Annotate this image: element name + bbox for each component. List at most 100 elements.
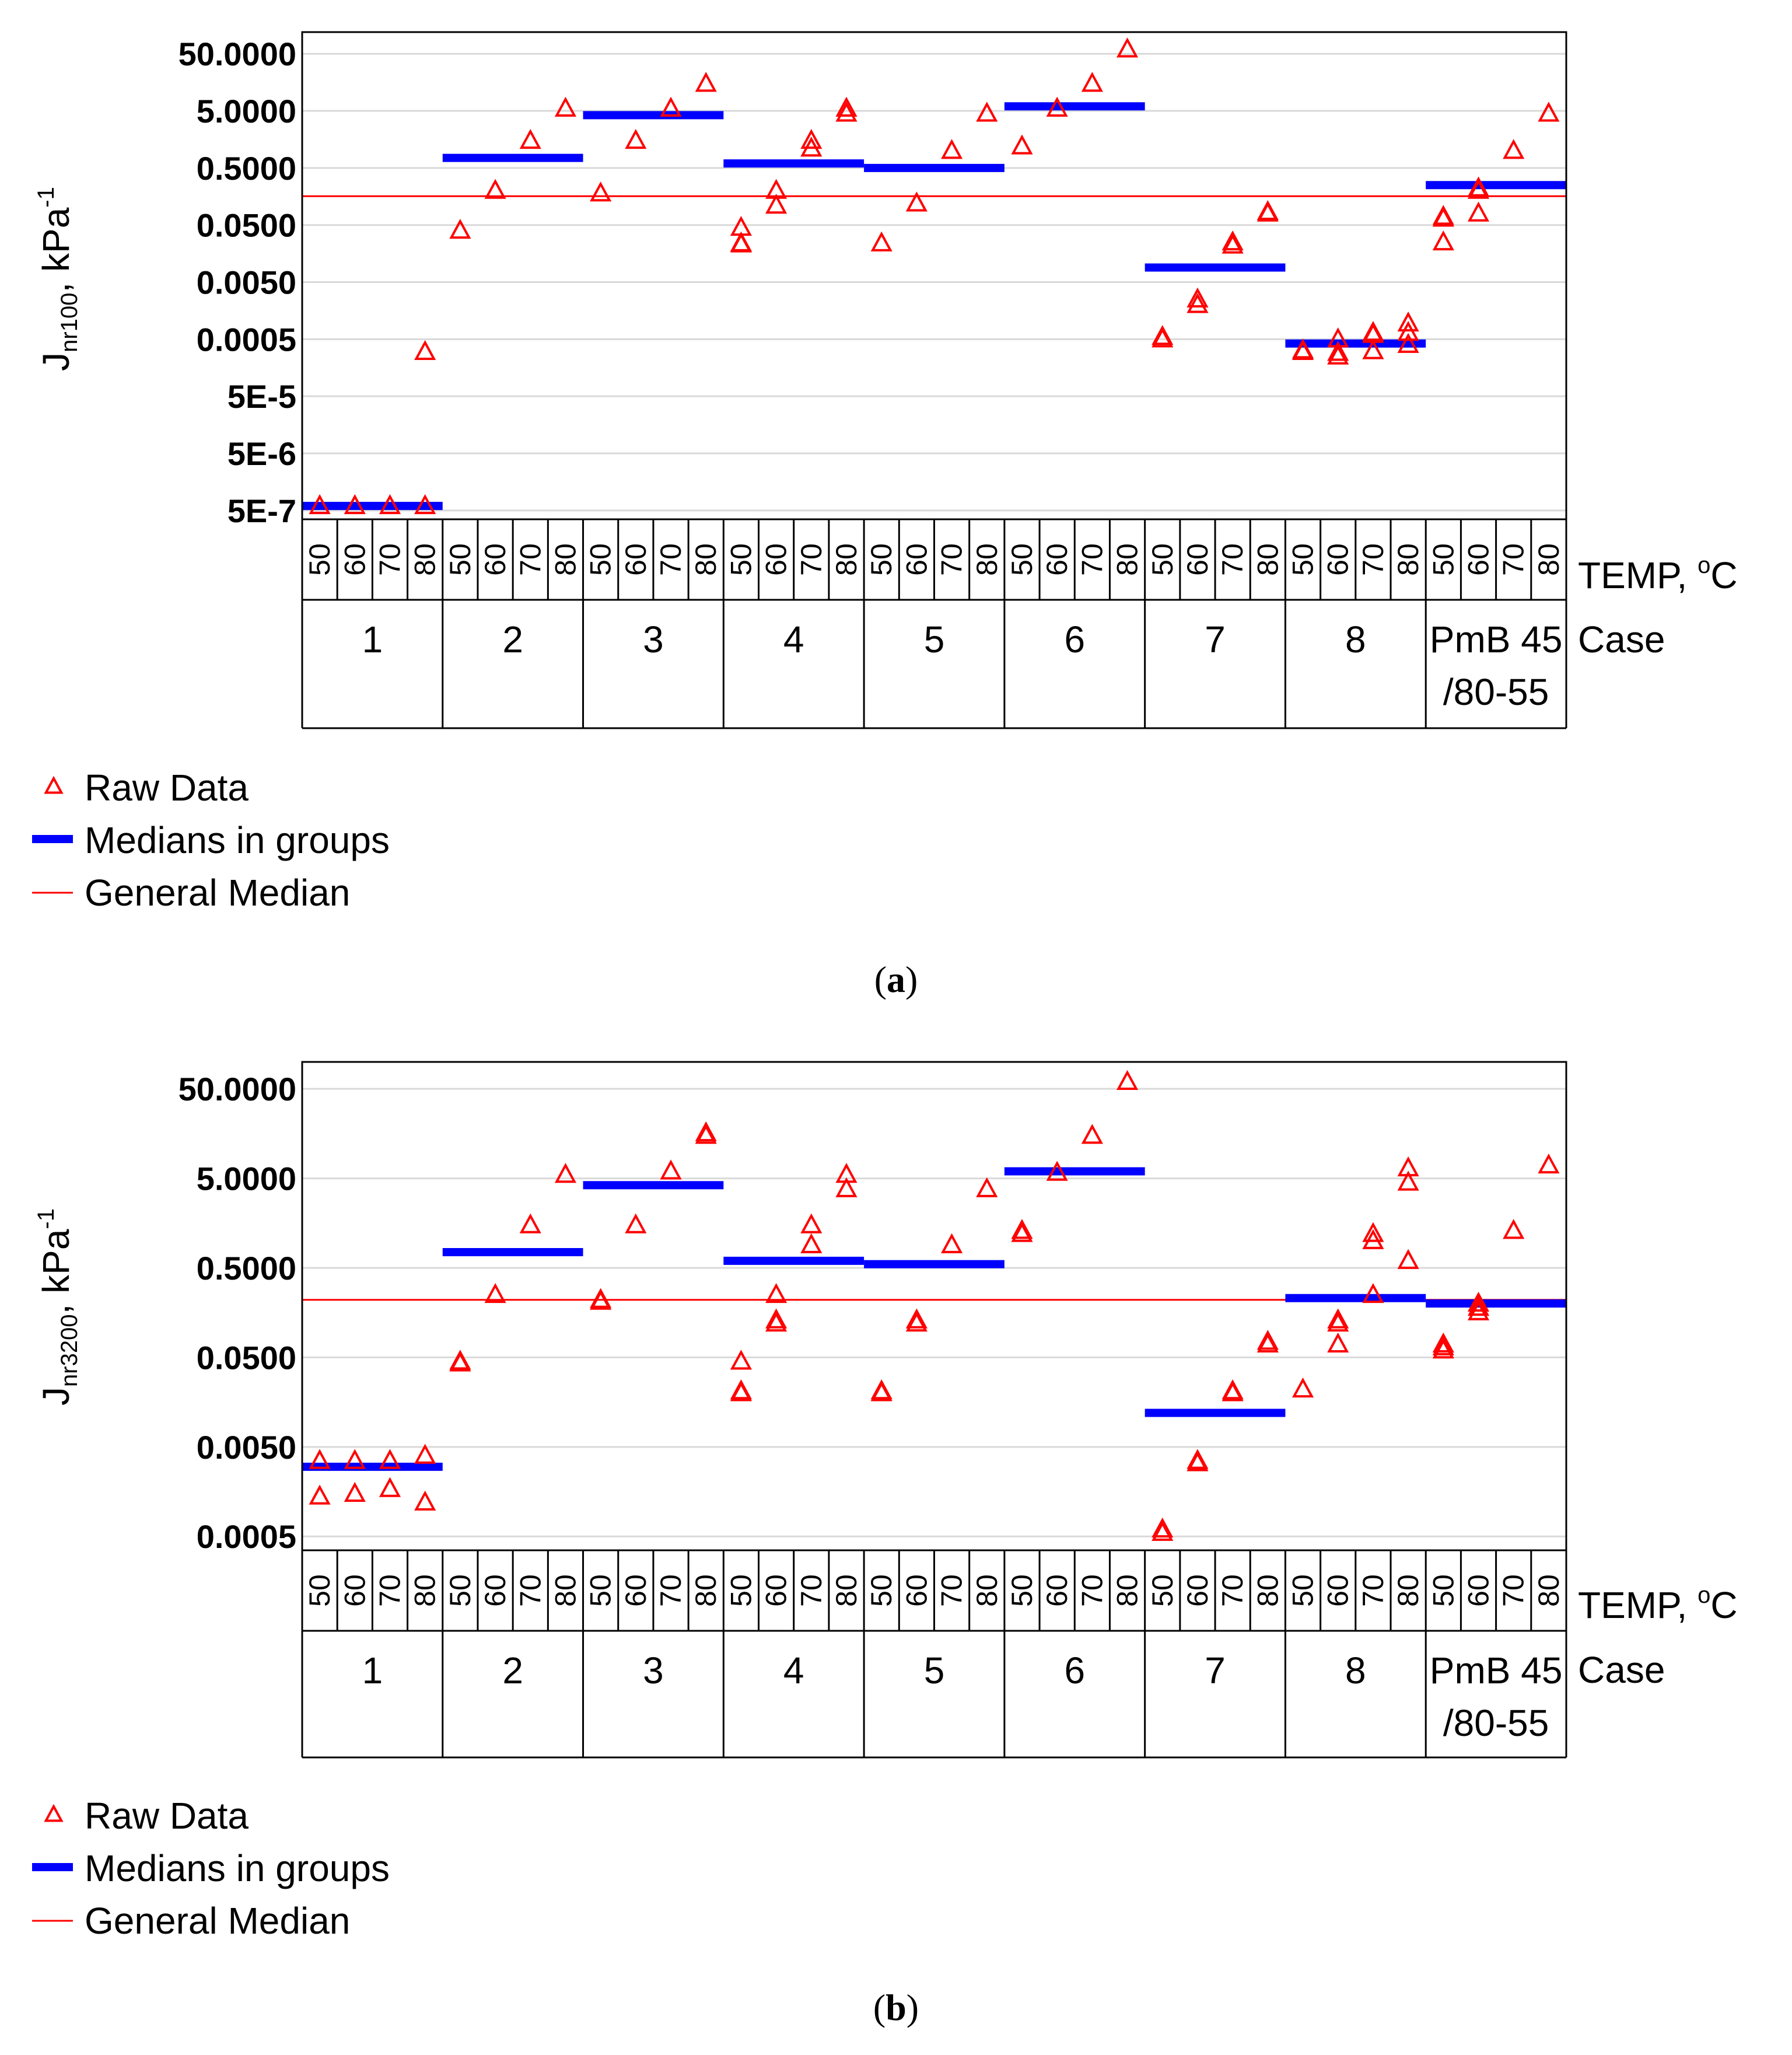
temp-tick-label: 60 (338, 543, 371, 576)
temp-tick-label: 50 (1146, 1574, 1179, 1607)
temp-tick-label: 50 (303, 543, 336, 576)
temp-tick-label: 50 (444, 1574, 477, 1607)
raw-data-point (1397, 321, 1419, 341)
temp-tick-label: 80 (549, 543, 582, 576)
temp-tick-label: 80 (690, 543, 722, 576)
y-tick-label: 0.0005 (197, 1518, 296, 1555)
raw-data-point (1011, 1222, 1033, 1242)
case-label: 2 (502, 618, 523, 660)
raw-data-point (660, 96, 682, 117)
raw-data-point (1256, 200, 1279, 221)
y-tick-label: 0.0050 (197, 1429, 296, 1466)
temp-tick-label: 70 (654, 543, 687, 576)
raw-data-point (590, 1288, 612, 1308)
temp-tick-label: 70 (514, 543, 547, 576)
raw-data-point (941, 139, 963, 159)
temp-tick-label: 60 (1181, 1574, 1214, 1607)
y-tick-label: 0.0005 (197, 321, 296, 358)
raw-data-point (554, 96, 577, 117)
legend-general-label: General Median (85, 872, 350, 914)
raw-data-point (976, 1177, 998, 1197)
raw-data-point (835, 1177, 858, 1197)
raw-data-point (1046, 1161, 1068, 1181)
raw-data-point (519, 1213, 541, 1233)
raw-data-points (309, 37, 1560, 515)
raw-data-point (905, 1308, 928, 1329)
raw-data-point (625, 128, 647, 149)
group-medians (302, 102, 1566, 511)
raw-data-point (800, 128, 822, 149)
raw-data-point (1467, 201, 1490, 222)
raw-data-point (1256, 1330, 1279, 1350)
temp-axis-row: 50 60 70 80 50 60 70 80 50 60 70 80 50 60 70 80 50 60 70 80… (301, 519, 1567, 728)
case-axis-label: Case (1578, 618, 1665, 660)
temp-tick-label: 80 (690, 1574, 722, 1607)
temp-tick-label: 70 (1357, 543, 1390, 576)
y-tick-label: 0.5000 (197, 1250, 296, 1287)
temp-tick-label: 50 (1287, 1574, 1320, 1607)
temp-tick-label: 50 (724, 543, 757, 576)
legend-raw-marker (44, 775, 64, 794)
raw-data-point (1397, 311, 1419, 332)
raw-data-point (414, 340, 436, 361)
temp-tick-label: 50 (1427, 543, 1460, 576)
raw-data-point (695, 1121, 717, 1142)
y-tick-labels: 50.0000 5.0000 0.5000 0.0500 0.0050 0.0005 5E-… (178, 36, 296, 529)
legend: Raw Data Medians in groups General Median (32, 767, 390, 914)
raw-data-point (835, 102, 858, 122)
raw-data-point (1432, 1335, 1454, 1355)
raw-data-point (941, 1233, 963, 1253)
temp-tick-label: 60 (1322, 543, 1354, 576)
legend-raw-marker (44, 1804, 64, 1822)
raw-data-point (1538, 1153, 1560, 1174)
temp-tick-label: 80 (1111, 1574, 1144, 1607)
raw-data-point (765, 193, 788, 214)
temp-axis-row: 50 60 70 80 50 60 70 80 50 60 70 80 50 60 70 80 50 60 70 80… (301, 1550, 1567, 1757)
raw-data-point (1503, 139, 1525, 159)
raw-data-point (1503, 1219, 1525, 1239)
case-label: 3 (643, 618, 664, 660)
case-label: 6 (1064, 618, 1085, 660)
y-tick-label: 5E-5 (228, 378, 296, 415)
raw-data-point (1362, 1222, 1384, 1242)
raw-data-point (1256, 1332, 1279, 1352)
temp-tick-label: 70 (936, 1574, 968, 1607)
gridlines (302, 53, 1566, 512)
raw-data-point (1186, 293, 1209, 313)
temp-tick-label: 80 (971, 1574, 1003, 1607)
raw-data-point (660, 1159, 682, 1180)
panel-label: (a) (874, 959, 918, 1000)
raw-data-point (1397, 333, 1419, 353)
temp-tick-label: 50 (1006, 1574, 1038, 1607)
temp-tick-label: 70 (373, 543, 406, 576)
y-tick-label: 0.0500 (197, 1339, 296, 1376)
y-tick-label: 0.5000 (197, 150, 296, 187)
temp-tick-label: 70 (654, 1574, 687, 1607)
raw-data-point (695, 1124, 717, 1144)
temp-tick-label: 70 (1076, 543, 1108, 576)
temp-tick-label: 80 (1111, 543, 1144, 576)
temp-tick-label: 80 (830, 1574, 863, 1607)
temp-tick-label: 80 (1392, 543, 1424, 576)
raw-data-point (379, 1449, 401, 1469)
case-label: 5 (924, 1649, 945, 1691)
raw-data-point (695, 72, 717, 92)
raw-data-point (800, 137, 822, 157)
y-tick-label: 5.0000 (197, 93, 296, 130)
case-label-line2: /80-55 (1443, 1702, 1549, 1744)
temp-tick-label: 60 (1462, 543, 1495, 576)
raw-data-point (1432, 1332, 1454, 1352)
y-tick-label: 5E-6 (228, 435, 296, 472)
raw-data-point (344, 1481, 366, 1502)
y-tick-label: 5.0000 (197, 1161, 296, 1197)
raw-data-point (1152, 1521, 1174, 1541)
raw-data-point (1327, 341, 1349, 361)
temp-tick-label: 50 (584, 1574, 617, 1607)
temp-tick-label: 80 (971, 543, 1003, 576)
plot-frame (301, 31, 1567, 520)
temp-tick-label: 50 (584, 543, 617, 576)
raw-data-point (1222, 233, 1244, 254)
case-label: 2 (502, 1649, 523, 1691)
temp-tick-label: 60 (620, 543, 652, 576)
case-label: PmB 45 (1430, 618, 1563, 660)
